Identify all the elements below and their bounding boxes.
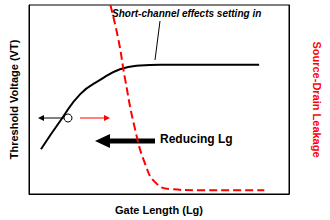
- svg-text:Gate Length (Lg): Gate Length (Lg): [115, 204, 203, 216]
- svg-text:Reducing Lg: Reducing Lg: [160, 132, 233, 146]
- svg-text:Threshold Voltage (VT): Threshold Voltage (VT): [8, 39, 20, 159]
- svg-text:Short-channel effects setting: Short-channel effects setting in: [112, 8, 261, 19]
- svg-text:Source-Drain Leakage: Source-Drain Leakage: [311, 41, 323, 157]
